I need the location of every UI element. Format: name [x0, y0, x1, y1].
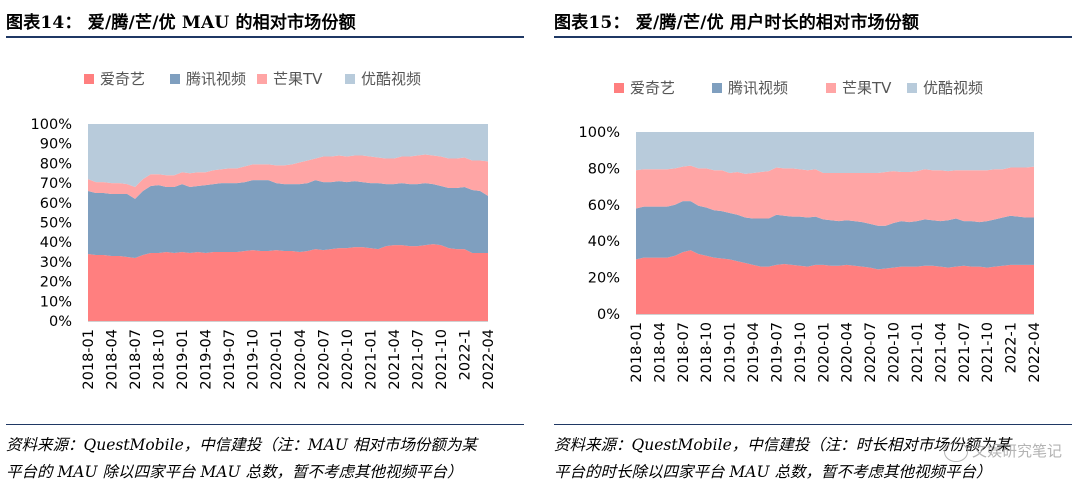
- x-tick-label: 2019-04: [746, 322, 762, 383]
- legend-swatch: [614, 83, 624, 93]
- x-tick-label: 2021-01: [910, 322, 926, 383]
- legend-label: 爱奇艺: [100, 70, 145, 88]
- legend-swatch: [257, 74, 267, 84]
- legend-swatch: [84, 74, 94, 84]
- x-tick-label: 2021-04: [933, 322, 949, 383]
- legend-swatch: [712, 83, 722, 93]
- y-tick-label: 20%: [40, 275, 72, 291]
- y-tick-label: 0%: [597, 307, 620, 323]
- duration-share-chart: 0% 20% 40% 60% 80% 100% 2018-01 2018-04 2018-07 2…: [579, 79, 1043, 383]
- x-tick-label: 2021-07: [410, 329, 426, 390]
- source-rule: [554, 424, 1072, 425]
- x-tick-label: 2021-10: [434, 329, 450, 390]
- y-tick-label: 20%: [588, 271, 620, 287]
- area-series-3: [88, 124, 488, 188]
- x-tick-label: 2018-07: [128, 329, 144, 390]
- x-tick-label: 2019-07: [222, 329, 238, 390]
- x-tick-label: 2018-04: [652, 322, 668, 383]
- x-tick-label: 2018-10: [152, 329, 168, 390]
- legend-label: 爱奇艺: [630, 79, 675, 97]
- y-tick-label: 10%: [40, 294, 72, 310]
- source-line-1: 资料来源：QuestMobile，中信建投（注：MAU 相对市场份额为某: [6, 436, 477, 454]
- area-series-2: [88, 154, 488, 199]
- watermark-text: 文娱研究笔记: [971, 442, 1062, 460]
- y-tick-label: 100%: [31, 117, 72, 133]
- x-tick-label: 2021-01: [363, 329, 379, 390]
- y-tick-label: 80%: [40, 156, 72, 172]
- x-tick-label: 2018-04: [105, 329, 121, 390]
- x-tick-label: 2020-10: [887, 322, 903, 383]
- legend-label: 腾讯视频: [728, 79, 788, 97]
- source-line-1: 资料来源：QuestMobile，中信建投（注：时长相对市场份额为某: [554, 436, 1011, 454]
- y-tick-label: 100%: [579, 125, 620, 141]
- area-series-2: [636, 165, 1034, 226]
- x-tick-label: 2018-07: [676, 322, 692, 383]
- x-tick-label: 2018-10: [699, 322, 715, 383]
- right-chart-panel: 图表15： 爱/腾/芒/优 用户时长的相对市场份额 0% 20% 40% 60% 80%…: [548, 0, 1080, 499]
- legend-swatch: [170, 74, 180, 84]
- mau-share-chart: 0% 10% 20% 30% 40% 50% 60% 70% 80% 90% 100% 2018-01…: [31, 70, 497, 390]
- title-rule: [554, 36, 1072, 38]
- x-tick-label: 2022-1: [1004, 322, 1020, 373]
- x-tick-label: 2020-10: [340, 329, 356, 390]
- x-tick-label: 2019-01: [723, 322, 739, 383]
- x-tick-label: 2018-01: [629, 322, 645, 383]
- wechat-icon: [943, 441, 968, 462]
- legend-label: 优酷视频: [361, 70, 421, 88]
- legend-label: 芒果TV: [273, 70, 323, 88]
- source-line-2: 平台的 MAU 除以四家平台 MAU 总数，暂不考虑其他视频平台）: [6, 463, 463, 481]
- left-chart-panel: 图表14： 爱/腾/芒/优 MAU 的相对市场份额 0% 10% 20% 30% 40%…: [0, 0, 532, 499]
- x-tick-label: 2022-04: [481, 329, 497, 390]
- x-tick-label: 2022-04: [1027, 322, 1043, 383]
- y-tick-label: 50%: [40, 216, 72, 232]
- legend-label: 芒果TV: [842, 79, 892, 97]
- y-tick-label: 30%: [40, 255, 72, 271]
- x-tick-label: 2018-01: [81, 329, 97, 390]
- source-rule: [6, 424, 524, 425]
- area-series-0: [88, 244, 488, 321]
- y-tick-label: 70%: [40, 176, 72, 192]
- x-tick-label: 2019-04: [199, 329, 215, 390]
- area-series-1: [636, 201, 1034, 270]
- y-tick-label: 40%: [40, 235, 72, 251]
- x-tick-label: 2020-07: [316, 329, 332, 390]
- x-tick-label: 2020-01: [269, 329, 285, 390]
- area-series-0: [636, 250, 1034, 314]
- source-note: 资料来源：QuestMobile，中信建投（注：MAU 相对市场份额为某 平台的…: [6, 432, 526, 486]
- x-tick-label: 2020-04: [840, 322, 856, 383]
- y-tick-label: 0%: [49, 314, 72, 330]
- watermark: 文娱研究笔记: [943, 440, 1062, 462]
- legend-swatch: [345, 74, 355, 84]
- x-tick-label: 2020-07: [863, 322, 879, 383]
- y-tick-label: 40%: [588, 234, 620, 250]
- y-tick-label: 60%: [40, 196, 72, 212]
- x-tick-label: 2020-04: [293, 329, 309, 390]
- x-tick-label: 2019-07: [769, 322, 785, 383]
- legend-label: 优酷视频: [923, 79, 983, 97]
- x-tick-label: 2021-04: [387, 329, 403, 390]
- chart-title: 图表15： 爱/腾/芒/优 用户时长的相对市场份额: [554, 13, 920, 33]
- x-tick-label: 2019-10: [246, 329, 262, 390]
- source-note: 资料来源：QuestMobile，中信建投（注：时长相对市场份额为某 平台的时长…: [554, 432, 1074, 486]
- source-line-2: 平台的时长除以四家平台 MAU 总数，暂不考虑其他视频平台）: [554, 463, 992, 481]
- x-tick-label: 2019-01: [175, 329, 191, 390]
- y-tick-label: 80%: [588, 161, 620, 177]
- x-tick-label: 2020-01: [816, 322, 832, 383]
- x-tick-label: 2021-07: [957, 322, 973, 383]
- chart-title: 图表14： 爱/腾/芒/优 MAU 的相对市场份额: [6, 13, 356, 33]
- y-tick-label: 90%: [40, 137, 72, 153]
- area-series-1: [88, 180, 488, 258]
- y-tick-label: 60%: [588, 198, 620, 214]
- x-tick-label: 2021-10: [980, 322, 996, 383]
- legend-swatch: [826, 83, 836, 93]
- legend-swatch: [907, 83, 917, 93]
- legend-label: 腾讯视频: [186, 70, 246, 88]
- x-tick-label: 2022-1: [457, 329, 473, 380]
- title-rule: [6, 36, 524, 38]
- area-series-3: [636, 132, 1034, 174]
- x-tick-label: 2019-10: [793, 322, 809, 383]
